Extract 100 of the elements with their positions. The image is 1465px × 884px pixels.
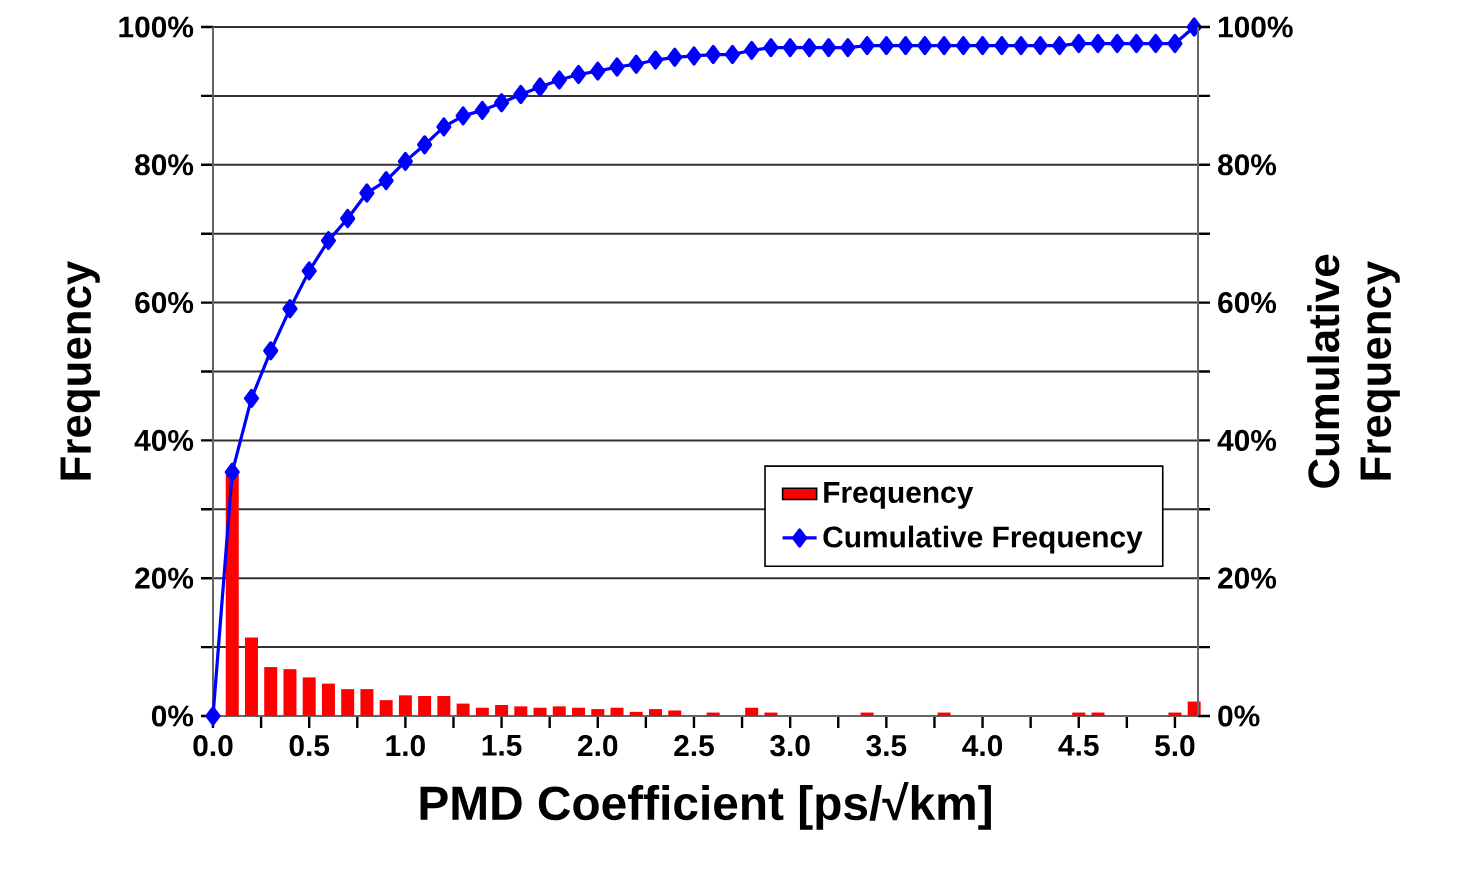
point xyxy=(282,299,298,319)
bar xyxy=(591,709,605,716)
point xyxy=(1148,33,1164,54)
bar xyxy=(321,683,335,716)
bar xyxy=(533,707,547,716)
y-tick-label: 80% xyxy=(135,154,194,176)
y-tick-label: 100% xyxy=(119,16,194,38)
bar xyxy=(572,707,586,716)
bar xyxy=(244,637,258,716)
point xyxy=(744,40,760,61)
point xyxy=(224,462,240,482)
bar xyxy=(379,700,393,716)
y-tick-label: 0% xyxy=(151,705,194,727)
bar xyxy=(264,667,278,716)
point xyxy=(1032,35,1048,56)
x-tick-label: 4.0 xyxy=(962,735,1003,757)
bar xyxy=(418,696,432,716)
bar xyxy=(495,704,509,716)
point xyxy=(686,46,702,66)
point xyxy=(1167,33,1183,54)
x-tick-label: 3.5 xyxy=(866,735,907,757)
y2-axis-title: Cumulative Frequency xyxy=(1307,254,1400,488)
x-tick-label: 1.5 xyxy=(482,735,522,756)
bar xyxy=(456,703,470,716)
bar xyxy=(437,696,451,716)
point xyxy=(955,35,971,56)
x-tick-label: 0.0 xyxy=(193,735,233,757)
point xyxy=(1051,35,1068,56)
bar xyxy=(360,689,374,716)
bar xyxy=(302,677,316,716)
x-tick-label: 0.5 xyxy=(289,735,330,757)
point xyxy=(936,35,952,56)
x-tick-label: 5.0 xyxy=(1155,735,1195,757)
bar xyxy=(341,689,355,716)
bar xyxy=(668,710,682,716)
bar xyxy=(648,709,662,716)
point xyxy=(705,44,721,65)
point xyxy=(994,35,1010,56)
y2-tick-label: 100% xyxy=(1218,16,1293,38)
point xyxy=(359,183,375,203)
bar xyxy=(745,707,759,716)
legend-label: Cumulative Frequency xyxy=(823,525,1143,554)
point xyxy=(782,38,798,58)
y2-tick-label: 20% xyxy=(1218,567,1277,589)
bar xyxy=(398,695,412,716)
point xyxy=(974,35,991,56)
point xyxy=(397,151,413,171)
point xyxy=(570,64,587,85)
point xyxy=(897,35,914,56)
point xyxy=(493,93,510,113)
point xyxy=(1071,33,1087,54)
point xyxy=(320,230,337,251)
point xyxy=(1109,33,1125,54)
point xyxy=(763,38,779,58)
y2-tick-label: 80% xyxy=(1218,154,1277,176)
x-tick-label: 2.5 xyxy=(674,735,714,757)
point xyxy=(513,84,529,105)
point xyxy=(1090,33,1106,54)
bar xyxy=(610,707,624,716)
legend-label: Frequency xyxy=(824,482,974,509)
point xyxy=(609,57,625,77)
point xyxy=(878,35,894,56)
point xyxy=(647,50,664,70)
point xyxy=(801,38,817,58)
point xyxy=(840,38,856,58)
point xyxy=(455,106,471,126)
point xyxy=(474,100,490,120)
bar xyxy=(225,474,239,716)
point xyxy=(1128,33,1145,54)
bar xyxy=(283,669,297,716)
point xyxy=(724,44,741,65)
point xyxy=(243,388,260,408)
point xyxy=(667,47,683,67)
point xyxy=(1013,35,1029,56)
point xyxy=(532,77,548,97)
bar xyxy=(552,706,566,716)
y-tick-label: 60% xyxy=(135,292,194,314)
y2-tick-label: 60% xyxy=(1218,292,1277,314)
x-tick-label: 1.0 xyxy=(386,735,425,757)
y2-tick-label: 40% xyxy=(1217,429,1277,451)
bar xyxy=(514,706,528,716)
point xyxy=(205,706,221,726)
point xyxy=(551,70,567,90)
point xyxy=(436,117,452,137)
point xyxy=(417,135,433,155)
point xyxy=(301,261,317,281)
bar xyxy=(629,711,643,716)
point xyxy=(590,61,606,81)
y-tick-label: 40% xyxy=(134,429,194,451)
point xyxy=(1186,17,1202,37)
point xyxy=(917,35,933,56)
x-tick-label: 4.5 xyxy=(1058,735,1099,756)
y-tick-label: 20% xyxy=(135,567,194,589)
point xyxy=(378,171,394,191)
bar xyxy=(475,707,489,716)
point xyxy=(628,54,644,74)
x-axis-title: PMD Coefficient [ps/√km] xyxy=(420,781,991,830)
x-tick-label: 3.0 xyxy=(770,735,810,757)
y2-tick-label: 0% xyxy=(1218,705,1260,727)
point xyxy=(263,341,279,361)
